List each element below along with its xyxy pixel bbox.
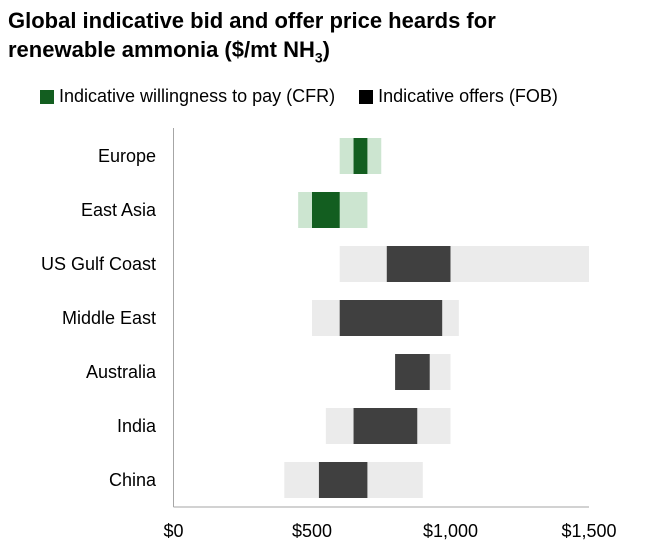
core-bar-china [318, 462, 368, 498]
x-tick-label: $0 [163, 521, 183, 541]
category-label: Middle East [62, 308, 156, 328]
core-bar-india [353, 408, 418, 444]
range-bar-us-gulf-coast [339, 246, 589, 282]
legend-item-bid: Indicative willingness to pay (CFR) [40, 86, 335, 107]
category-label: India [117, 416, 157, 436]
title-text: renewable ammonia ($/mt NH [8, 37, 315, 62]
x-tick-label: $1,500 [561, 521, 616, 541]
core-bar-us-gulf-coast [386, 246, 451, 282]
legend-swatch-offer [359, 89, 374, 104]
core-bar-east-asia [312, 192, 340, 228]
category-label: East Asia [81, 200, 157, 220]
legend-item-offer: Indicative offers (FOB) [359, 86, 558, 107]
legend: Indicative willingness to pay (CFR) Indi… [40, 86, 558, 107]
category-label: US Gulf Coast [41, 254, 156, 274]
title-subscript: 3 [314, 49, 323, 66]
legend-swatch-bid [40, 89, 54, 104]
chart-title: Global indicative bid and offer price he… [8, 6, 658, 72]
category-label: Australia [86, 362, 157, 382]
category-label: Europe [98, 146, 156, 166]
core-bar-europe [353, 138, 368, 174]
title-line-1: Global indicative bid and offer price he… [8, 8, 496, 33]
title-line-2: renewable ammonia ($/mt NH3) [8, 35, 658, 72]
core-bar-middle-east [339, 300, 443, 336]
category-label: China [109, 470, 157, 490]
legend-label: Indicative willingness to pay (CFR) [59, 86, 336, 106]
x-tick-label: $1,000 [423, 521, 478, 541]
legend-label: Indicative offers (FOB) [378, 86, 558, 106]
title-text-end: ) [322, 37, 330, 62]
core-bar-australia [395, 354, 430, 390]
x-tick-label: $500 [292, 521, 332, 541]
